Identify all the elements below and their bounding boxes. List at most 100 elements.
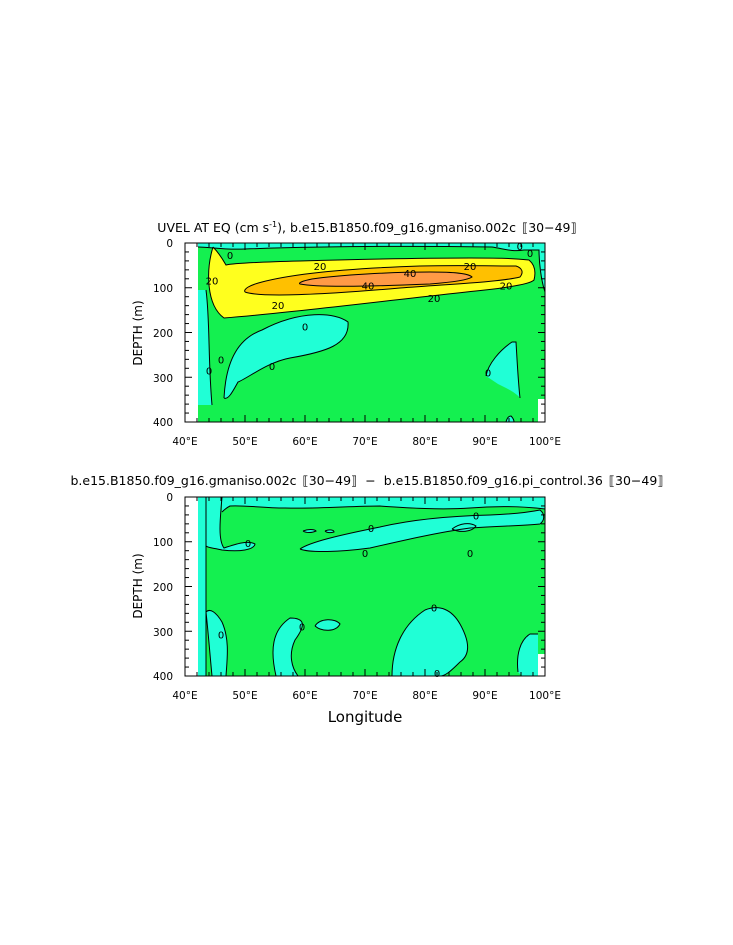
bottom-xtick-70: 70°E	[352, 690, 377, 702]
bottom-ytick-300: 300	[153, 627, 173, 639]
top-xtick-80: 80°E	[412, 436, 437, 448]
bottom-fill-neg-sw	[272, 618, 303, 676]
bottom-contour-label: 0	[467, 549, 473, 560]
bottom-title-bracket-open-1: ⟦	[303, 473, 309, 488]
top-ylabel: DEPTH (m)	[131, 300, 145, 365]
bottom-contour-middle-band	[299, 509, 545, 553]
bottom-contour-labels: 0 0 0 0 0 0 0 0 0	[218, 511, 479, 680]
top-contour-label: 0	[527, 249, 533, 260]
bottom-contour-small-5	[314, 619, 341, 631]
bottom-fill-neg-west-deep	[206, 610, 228, 676]
bottom-fill-neg-middle-band	[300, 510, 544, 552]
top-contour-label: 20	[464, 262, 477, 273]
top-contour-zero-subsurface	[223, 314, 349, 399]
top-contour-label: 0	[269, 362, 275, 373]
top-contour-label: 0	[485, 368, 491, 379]
bottom-ytick-0: 0	[166, 492, 173, 504]
top-fill-above-60	[299, 272, 472, 287]
top-title: UVEL AT EQ (cm s-1), b.e15.B1850.f09_g16…	[157, 220, 576, 235]
top-ytick-100: 100	[153, 283, 173, 295]
bottom-title-bracket-open-2: ⟦	[609, 473, 615, 488]
bottom-contour-label: 0	[218, 630, 224, 641]
top-contour-label: 20	[428, 294, 441, 305]
top-contour-label: 20	[206, 277, 219, 288]
top-contour-label: 0	[517, 242, 523, 253]
top-fill-neg-west-subsurface	[224, 314, 349, 399]
bottom-contour-label: 0	[431, 603, 437, 614]
bottom-contour-label: 0	[368, 524, 374, 535]
bottom-contour-small-2	[324, 529, 335, 534]
top-contour-label: 0	[218, 356, 224, 367]
top-xtick-50: 50°E	[232, 436, 257, 448]
bottom-contour-label: 0	[362, 549, 368, 560]
bottom-contour-west-upper	[205, 497, 256, 552]
bottom-contour-label: 0	[299, 622, 305, 633]
top-contour-60	[299, 271, 473, 287]
bottom-xtick-50: 50°E	[232, 690, 257, 702]
bottom-title-bracket-close-1: ⟧	[351, 473, 357, 488]
top-contour-label: 40	[362, 281, 375, 292]
top-ytick-400: 400	[153, 417, 173, 429]
top-xtick-100: 100°E	[529, 436, 561, 448]
bottom-fill-neg-central	[392, 607, 468, 676]
top-fill-neg-east-deep	[486, 342, 520, 398]
top-contour-20	[208, 246, 536, 319]
top-contour-fills	[185, 243, 545, 422]
bottom-ticks	[184, 496, 546, 677]
bottom-contour-sw	[272, 617, 303, 676]
top-xtick-40: 40°E	[172, 436, 197, 448]
bottom-contour-top-strip	[221, 505, 545, 513]
top-contour-lines	[197, 245, 545, 422]
bottom-contour-small-3	[451, 523, 477, 532]
bottom-fill-neg-west-upper	[206, 497, 255, 551]
bottom-ylabel: DEPTH (m)	[131, 553, 145, 618]
bottom-ytick-400: 400	[153, 671, 173, 683]
top-contour-zero-west	[205, 289, 213, 406]
bottom-contour-label: 0	[245, 539, 251, 550]
top-title-bracket-close: ⟧	[570, 220, 576, 235]
bottom-xtick-40: 40°E	[172, 690, 197, 702]
top-contour-label: 20	[272, 301, 285, 312]
panel-top: UVEL AT EQ (cm s-1), b.e15.B1850.f09_g16…	[131, 220, 577, 448]
bottom-xtick-60: 60°E	[292, 690, 317, 702]
top-xtick-60: 60°E	[292, 436, 317, 448]
top-contour-label: 40	[404, 269, 417, 280]
top-title-bracket-open: ⟦	[522, 220, 528, 235]
bottom-contour-small-1	[302, 529, 317, 533]
bottom-xtick-90: 90°E	[472, 690, 497, 702]
bottom-contour-lines	[205, 497, 545, 676]
bottom-contour-fills	[185, 497, 545, 676]
top-ytick-0: 0	[166, 238, 173, 250]
top-xtick-90: 90°E	[472, 436, 497, 448]
top-contour-40	[244, 265, 523, 296]
bottom-contour-label: 0	[473, 511, 479, 522]
bottom-xtick-80: 80°E	[412, 690, 437, 702]
top-contour-label: 20	[500, 281, 513, 292]
bottom-fill-neg-small-4	[358, 502, 366, 505]
bottom-contour-label: 0	[434, 669, 440, 680]
top-ytick-300: 300	[153, 373, 173, 385]
top-contour-zero-surface	[197, 245, 545, 293]
top-fill-neg-west-deep	[198, 290, 212, 405]
bottom-contour-central	[391, 607, 468, 676]
bottom-ytick-200: 200	[153, 582, 173, 594]
top-ticks	[184, 242, 546, 423]
bottom-contour-east	[517, 633, 538, 673]
top-contour-zero-east	[485, 341, 521, 399]
bottom-title: b.e15.B1850.f09_g16.gmaniso.002c ⟦30−49⟧ −…	[71, 473, 664, 488]
panel-bottom: b.e15.B1850.f09_g16.gmaniso.002c ⟦30−49⟧ −…	[71, 473, 664, 726]
bottom-xtick-100: 100°E	[529, 690, 561, 702]
bottom-xlabel: Longitude	[328, 708, 403, 726]
bottom-fill-neg-west-edge	[198, 497, 206, 676]
top-ytick-200: 200	[153, 328, 173, 340]
top-contour-label: 0	[302, 323, 308, 334]
bottom-ytick-100: 100	[153, 537, 173, 549]
top-fill-neg-surface	[198, 243, 545, 292]
top-xtick-70: 70°E	[352, 436, 377, 448]
bottom-contour-west-deep	[205, 609, 228, 676]
top-contour-label: 20	[314, 262, 327, 273]
top-contour-label: 0	[227, 251, 233, 262]
top-contour-label: 0	[206, 366, 212, 377]
